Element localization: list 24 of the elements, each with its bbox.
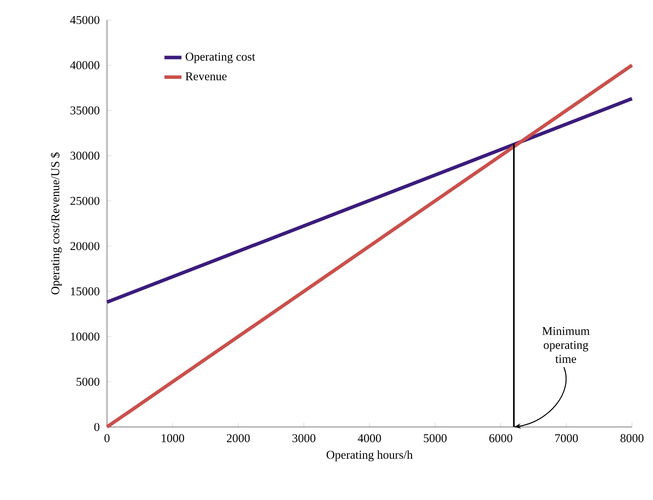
y-tick-label: 35000 [70, 106, 100, 114]
x-axis-title: Operating hours/h [326, 450, 413, 462]
y-tick-label: 25000 [70, 196, 100, 205]
y-tick-label: 40000 [70, 61, 100, 70]
y-tick-label: 45000 [70, 16, 100, 24]
legend-label: Operating cost [186, 52, 256, 64]
y-tick-label: 0 [94, 422, 100, 432]
annotation: Minimum operating time [542, 327, 590, 363]
legend-label: Revenue [186, 72, 227, 80]
x-tick-label: 5000 [424, 434, 447, 442]
y-tick-label: 20000 [70, 242, 100, 250]
x-tick-label: 3000 [292, 434, 316, 442]
x-tick-label: 0 [104, 434, 110, 442]
y-tick-label: 15000 [70, 287, 100, 296]
x-tick-label: 1000 [162, 434, 184, 442]
y-tick-label: 10000 [70, 332, 100, 341]
x-tick-label: 2000 [226, 434, 250, 442]
y-tick-label: 5000 [76, 378, 100, 386]
x-tick-label: 6000 [489, 434, 512, 442]
y-axis-title: Operating cost/Revenue/US $ [50, 152, 62, 294]
y-tick-label: 30000 [70, 152, 100, 160]
x-tick-label: 7000 [555, 434, 578, 442]
x-tick-label: 8000 [620, 434, 644, 442]
x-tick-label: 4000 [358, 434, 381, 442]
